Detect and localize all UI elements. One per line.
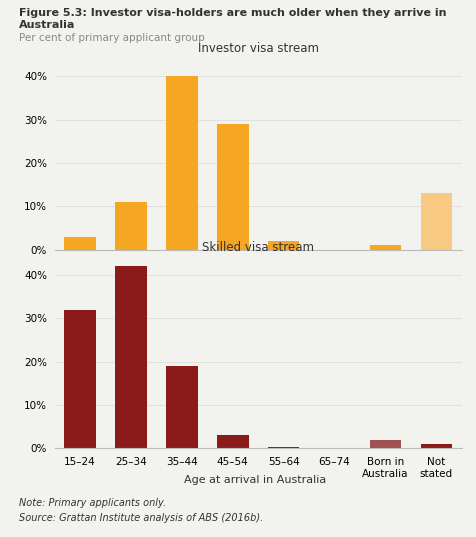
Bar: [370, 245, 401, 250]
Bar: [115, 202, 147, 250]
Bar: [166, 76, 198, 250]
Text: Source: Grattan Institute analysis of ABS (2016b).: Source: Grattan Institute analysis of AB…: [19, 513, 263, 524]
Bar: [370, 440, 401, 448]
Bar: [217, 124, 248, 250]
Bar: [268, 447, 299, 448]
Text: Per cent of primary applicant group: Per cent of primary applicant group: [19, 33, 205, 43]
Text: Age at arrival in Australia: Age at arrival in Australia: [184, 475, 326, 485]
Text: Figure 5.3: Investor visa-holders are much older when they arrive in: Figure 5.3: Investor visa-holders are mu…: [19, 8, 446, 18]
Bar: [319, 447, 350, 448]
Text: Australia: Australia: [19, 20, 75, 31]
Bar: [64, 310, 96, 448]
Title: Skilled visa stream: Skilled visa stream: [202, 241, 314, 254]
Bar: [217, 436, 248, 448]
Bar: [420, 193, 452, 250]
Bar: [115, 266, 147, 448]
Bar: [268, 241, 299, 250]
Bar: [420, 444, 452, 448]
Bar: [64, 237, 96, 250]
Bar: [166, 366, 198, 448]
Title: Investor visa stream: Investor visa stream: [198, 42, 319, 55]
Text: Note: Primary applicants only.: Note: Primary applicants only.: [19, 498, 166, 509]
